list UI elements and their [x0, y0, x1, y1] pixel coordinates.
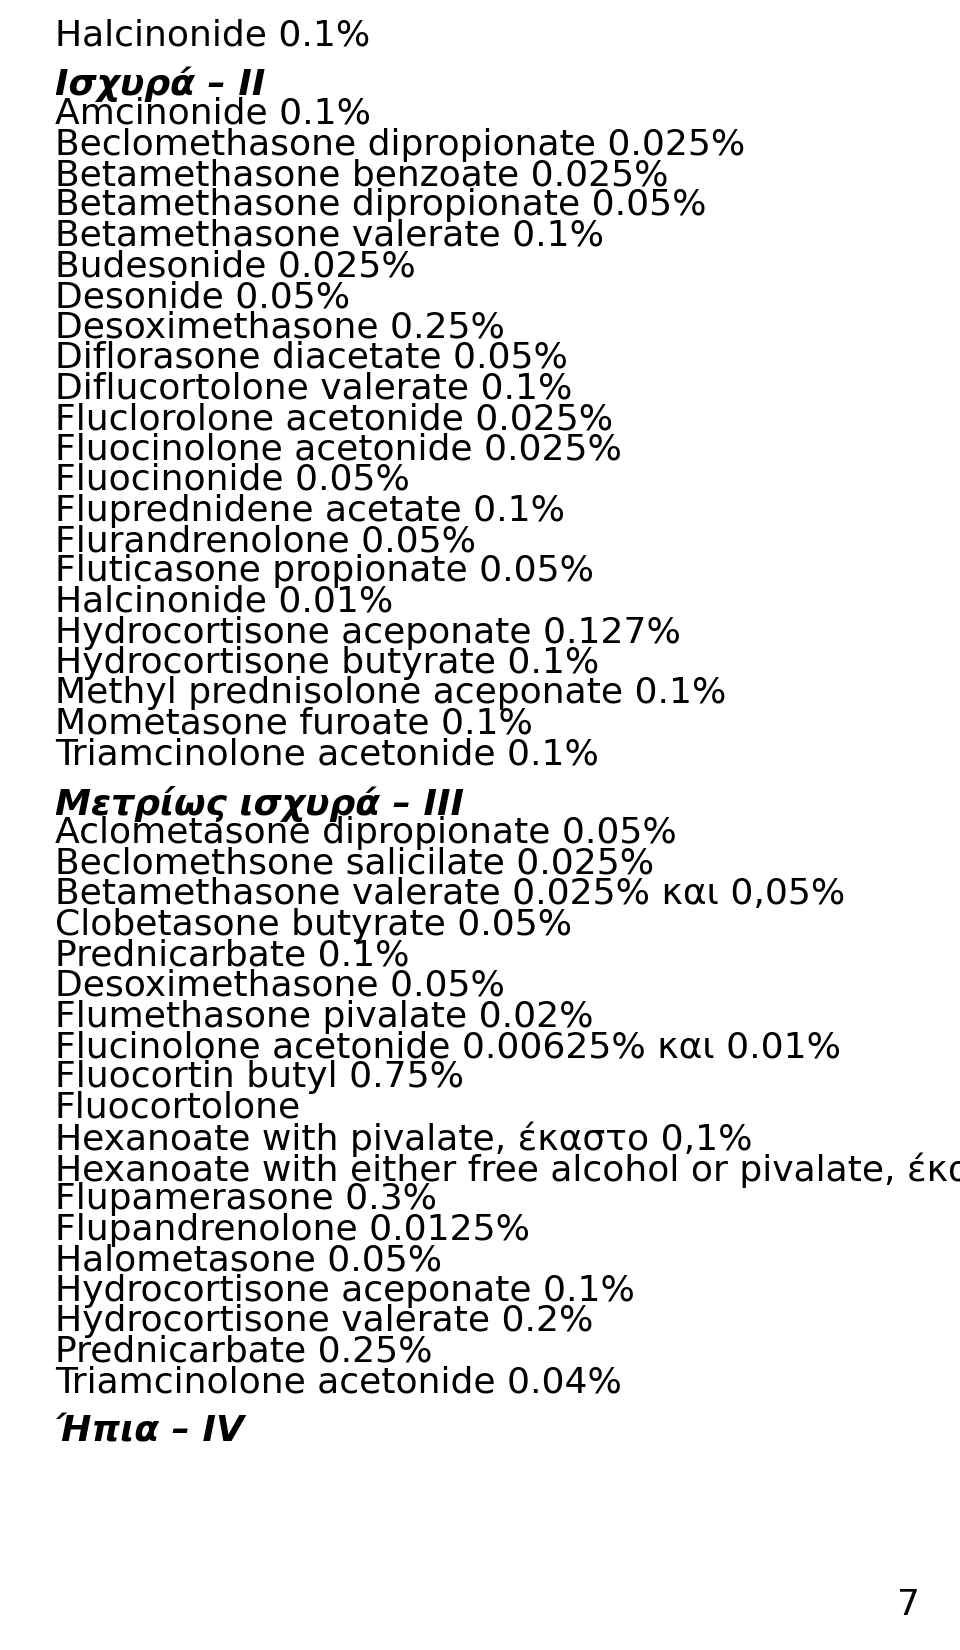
Text: Flurandrenolone 0.05%: Flurandrenolone 0.05% — [55, 525, 476, 558]
Text: Fluocinonide 0.05%: Fluocinonide 0.05% — [55, 464, 410, 497]
Text: Triamcinolone acetonide 0.1%: Triamcinolone acetonide 0.1% — [55, 738, 599, 772]
Text: Halometasone 0.05%: Halometasone 0.05% — [55, 1244, 443, 1277]
Text: Triamcinolone acetonide 0.04%: Triamcinolone acetonide 0.04% — [55, 1366, 622, 1399]
Text: Fluocortolone: Fluocortolone — [55, 1091, 301, 1125]
Text: Flumethasone pivalate 0.02%: Flumethasone pivalate 0.02% — [55, 1000, 593, 1033]
Text: Beclomethsone salicilate 0.025%: Beclomethsone salicilate 0.025% — [55, 846, 654, 881]
Text: Halcinonide 0.1%: Halcinonide 0.1% — [55, 18, 371, 53]
Text: Fluprednidene acetate 0.1%: Fluprednidene acetate 0.1% — [55, 493, 565, 528]
Text: Amcinonide 0.1%: Amcinonide 0.1% — [55, 97, 371, 130]
Text: Desonide 0.05%: Desonide 0.05% — [55, 280, 350, 314]
Text: Μετρίως ισχυρά – ΙΙΙ: Μετρίως ισχυρά – ΙΙΙ — [55, 785, 464, 822]
Text: Flucinolone acetonide 0.00625% και 0.01%: Flucinolone acetonide 0.00625% και 0.01% — [55, 1030, 841, 1064]
Text: Ήπια – ΙV: Ήπια – ΙV — [55, 1414, 244, 1449]
Text: Hydrocortisone valerate 0.2%: Hydrocortisone valerate 0.2% — [55, 1305, 593, 1338]
Text: Budesonide 0.025%: Budesonide 0.025% — [55, 249, 416, 284]
Text: Hydrocortisone aceponate 0.127%: Hydrocortisone aceponate 0.127% — [55, 615, 681, 650]
Text: Betamethasone valerate 0.1%: Betamethasone valerate 0.1% — [55, 219, 604, 252]
Text: Hexanoate with pivalate, έκαστο 0,1%: Hexanoate with pivalate, έκαστο 0,1% — [55, 1122, 753, 1157]
Text: Methyl prednisolone aceponate 0.1%: Methyl prednisolone aceponate 0.1% — [55, 676, 727, 711]
Text: Prednicarbate 0.1%: Prednicarbate 0.1% — [55, 939, 410, 972]
Text: Flupandrenolone 0.0125%: Flupandrenolone 0.0125% — [55, 1213, 530, 1247]
Text: Fluocinolone acetonide 0.025%: Fluocinolone acetonide 0.025% — [55, 432, 622, 467]
Text: Aclometasone dipropionate 0.05%: Aclometasone dipropionate 0.05% — [55, 817, 677, 850]
Text: Prednicarbate 0.25%: Prednicarbate 0.25% — [55, 1335, 433, 1370]
Text: Hydrocortisone aceponate 0.1%: Hydrocortisone aceponate 0.1% — [55, 1274, 635, 1308]
Text: 7: 7 — [897, 1587, 920, 1622]
Text: Diflucortolone valerate 0.1%: Diflucortolone valerate 0.1% — [55, 371, 572, 406]
Text: Betamethasone dipropionate 0.05%: Betamethasone dipropionate 0.05% — [55, 188, 707, 223]
Text: Beclomethasone dipropionate 0.025%: Beclomethasone dipropionate 0.025% — [55, 127, 745, 162]
Text: Fluocortin butyl 0.75%: Fluocortin butyl 0.75% — [55, 1061, 464, 1094]
Text: Desoximethasone 0.25%: Desoximethasone 0.25% — [55, 310, 505, 345]
Text: Diflorasone diacetate 0.05%: Diflorasone diacetate 0.05% — [55, 342, 568, 375]
Text: Clobetasone butyrate 0.05%: Clobetasone butyrate 0.05% — [55, 908, 572, 942]
Text: Halcinonide 0.01%: Halcinonide 0.01% — [55, 586, 394, 619]
Text: Hexanoate with either free alcohol or pivalate, έκαστο 0.25%: Hexanoate with either free alcohol or pi… — [55, 1152, 960, 1188]
Text: Mometasone furoate 0.1%: Mometasone furoate 0.1% — [55, 706, 533, 741]
Text: Desoximethasone 0.05%: Desoximethasone 0.05% — [55, 969, 505, 1003]
Text: Ισχυρά – ΙΙ: Ισχυρά – ΙΙ — [55, 66, 265, 102]
Text: Fluticasone propionate 0.05%: Fluticasone propionate 0.05% — [55, 554, 594, 589]
Text: Flupamerasone 0.3%: Flupamerasone 0.3% — [55, 1183, 437, 1216]
Text: Hydrocortisone butyrate 0.1%: Hydrocortisone butyrate 0.1% — [55, 647, 599, 680]
Text: Betamethasone valerate 0.025% και 0,05%: Betamethasone valerate 0.025% και 0,05% — [55, 878, 845, 911]
Text: Betamethasone benzoate 0.025%: Betamethasone benzoate 0.025% — [55, 158, 668, 191]
Text: Fluclorolone acetonide 0.025%: Fluclorolone acetonide 0.025% — [55, 403, 613, 436]
